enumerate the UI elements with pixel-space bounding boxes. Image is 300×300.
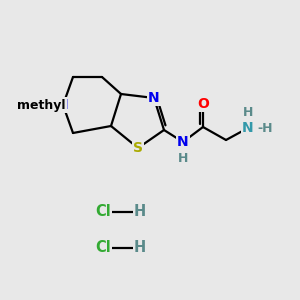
Text: O: O	[197, 97, 209, 111]
Text: Cl: Cl	[95, 205, 111, 220]
Text: -H: -H	[257, 122, 272, 136]
Text: S: S	[133, 141, 143, 155]
Text: N: N	[57, 98, 69, 112]
Text: H: H	[243, 106, 253, 118]
Text: Cl: Cl	[95, 241, 111, 256]
Text: H: H	[178, 152, 188, 164]
Text: H: H	[134, 205, 146, 220]
Text: methyl: methyl	[17, 98, 65, 112]
Text: H: H	[134, 241, 146, 256]
Text: N: N	[177, 135, 189, 149]
Text: N: N	[242, 121, 254, 135]
Text: N: N	[148, 91, 160, 105]
